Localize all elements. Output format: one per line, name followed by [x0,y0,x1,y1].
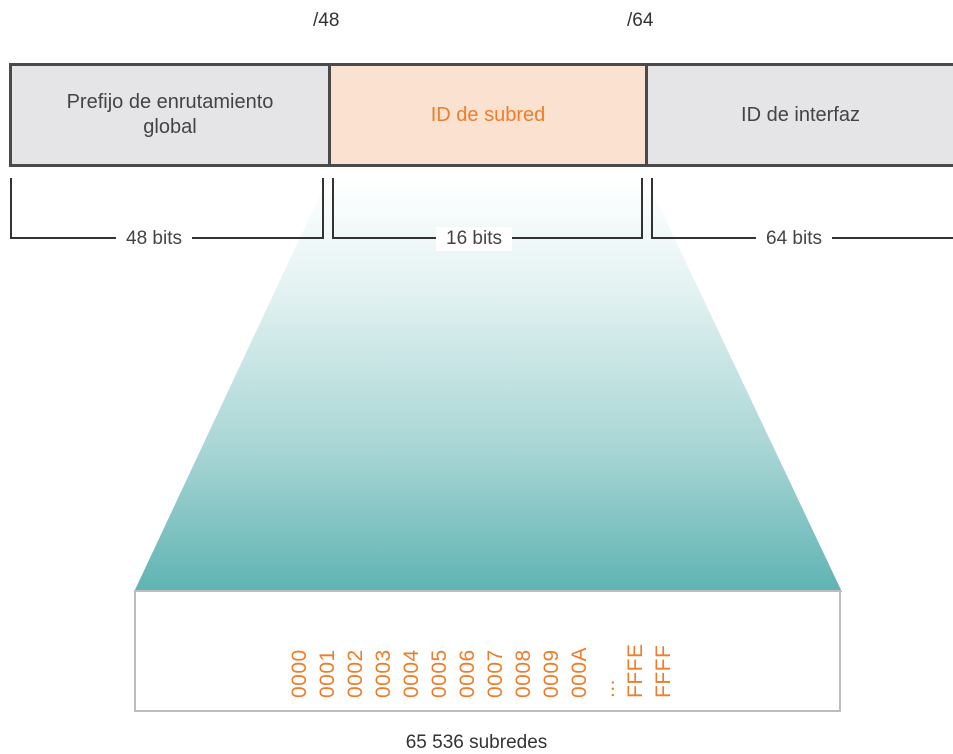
subnet-bits-label: 16 bits [436,227,512,251]
subnet-values-box [134,590,841,712]
subnet-value: 0002 [344,649,367,698]
prefix-48-marker: /48 [313,10,340,31]
subnet-value: 0007 [484,649,507,698]
subnet-value: FFFF [652,644,675,698]
interface-bits-label: 64 bits [756,227,832,251]
global-routing-prefix-label: Prefijo de enrutamiento global [66,91,274,138]
subnet-value: 0009 [540,649,563,698]
subnet-value: 0006 [456,649,479,698]
subnet-value: 0004 [400,649,423,698]
bracket-64-bits [651,178,953,239]
subnet-values-list: 0000 0001 0002 0003 0004 0005 0006 0007 … [288,612,676,699]
interface-id-segment: ID de interfaz [645,63,953,167]
subnet-value: 0001 [316,649,339,698]
global-bits-label: 48 bits [116,227,192,251]
global-routing-prefix-segment: Prefijo de enrutamiento global [9,63,331,167]
expansion-funnel [134,178,842,592]
subnet-value: FFFE [624,643,647,699]
subnet-values-ellipsis: ... [596,678,619,698]
subnet-value: 0000 [288,649,311,698]
subnet-value: 000A [568,646,591,698]
subnet-count-caption: 65 536 subredes [405,732,548,753]
prefix-64-marker: /64 [627,10,654,31]
interface-id-label: ID de interfaz [741,103,860,126]
subnet-id-segment: ID de subred [328,63,648,167]
subnet-value: 0003 [372,649,395,698]
subnet-value: 0008 [512,649,535,698]
subnet-value: 0005 [428,649,451,698]
subnet-id-label: ID de subred [430,103,546,126]
